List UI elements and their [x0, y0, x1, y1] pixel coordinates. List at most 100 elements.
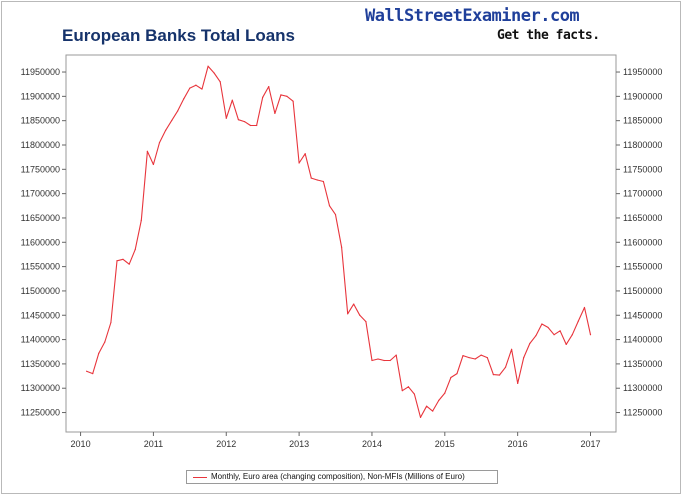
- data-point: [438, 399, 440, 401]
- data-point: [225, 117, 227, 119]
- data-point: [395, 354, 397, 356]
- data-point: [456, 373, 458, 375]
- data-point: [547, 326, 549, 329]
- data-point: [201, 88, 203, 90]
- data-point: [207, 65, 209, 67]
- data-point: [504, 366, 507, 368]
- data-point: [450, 376, 452, 379]
- data-point: [243, 121, 246, 123]
- data-point: [535, 335, 537, 337]
- data-point: [589, 334, 592, 336]
- y-axis: 11250000 11250000 11300000 11300000 11350000…: [21, 67, 663, 418]
- data-point: [432, 410, 434, 412]
- data-point: [401, 390, 403, 392]
- x-tick-label: 2013: [289, 439, 309, 449]
- y-tick-label-right: 11850000: [623, 116, 662, 126]
- data-point: [425, 405, 428, 407]
- y-tick-label-left: 11950000: [21, 67, 60, 77]
- data-point: [328, 205, 331, 207]
- y-tick-label-right: 11300000: [623, 383, 662, 393]
- y-tick-label-right: 11350000: [623, 359, 662, 369]
- data-point: [353, 303, 355, 305]
- data-point: [359, 314, 361, 316]
- y-tick-label-right: 11600000: [623, 237, 662, 247]
- data-point: [553, 334, 555, 336]
- data-point: [304, 153, 306, 155]
- series-group: [86, 65, 592, 419]
- data-point: [286, 95, 288, 97]
- y-tick-label-right: 11750000: [623, 164, 662, 174]
- y-tick-label-right: 11800000: [623, 140, 662, 150]
- data-point: [511, 348, 513, 350]
- brand-tagline: Get the facts.: [497, 28, 600, 43]
- data-point: [231, 99, 233, 101]
- data-point: [274, 112, 276, 114]
- y-tick-label-right: 11250000: [623, 408, 662, 418]
- data-point: [322, 180, 324, 183]
- data-point: [389, 359, 391, 362]
- y-tick-label-left: 11350000: [21, 359, 60, 369]
- data-point: [256, 124, 258, 127]
- y-tick-label-left: 11600000: [21, 237, 60, 247]
- data-point: [298, 162, 300, 164]
- data-point: [468, 356, 470, 359]
- data-point: [383, 359, 385, 362]
- data-point: [529, 342, 531, 345]
- data-point: [152, 163, 155, 166]
- data-point: [146, 150, 148, 152]
- data-point: [565, 343, 567, 346]
- data-point: [498, 374, 501, 376]
- data-point: [195, 84, 197, 86]
- data-point: [583, 306, 586, 309]
- data-point: [444, 392, 446, 394]
- legend-label: Monthly, Euro area (changing composition…: [211, 472, 465, 481]
- x-tick-label: 2017: [580, 439, 600, 449]
- data-point: [371, 359, 373, 362]
- data-point: [523, 356, 525, 359]
- y-tick-label-left: 11700000: [21, 189, 60, 199]
- data-point: [559, 330, 561, 332]
- data-point: [171, 120, 173, 122]
- chart-title: European Banks Total Loans: [62, 26, 296, 45]
- y-tick-label-right: 11550000: [623, 262, 662, 272]
- data-point: [164, 129, 167, 131]
- y-tick-label-left: 11900000: [21, 91, 60, 101]
- y-tick-label-right: 11700000: [623, 189, 662, 199]
- data-point: [340, 246, 343, 248]
- y-tick-label-right: 11650000: [623, 213, 662, 223]
- data-point: [268, 86, 270, 88]
- x-tick-label: 2011: [144, 439, 163, 449]
- data-point: [122, 258, 124, 260]
- data-point: [571, 334, 573, 336]
- y-tick-label-left: 11400000: [21, 335, 60, 345]
- data-point: [134, 248, 136, 251]
- brand-logo-text: WallStreetExaminer.com: [365, 6, 580, 26]
- y-tick-label-right: 11450000: [623, 310, 662, 320]
- data-point: [92, 373, 94, 375]
- y-tick-label-left: 11250000: [21, 408, 60, 418]
- data-point: [541, 323, 543, 325]
- x-tick-label: 2014: [362, 439, 382, 449]
- data-point: [486, 356, 488, 359]
- data-point: [334, 213, 337, 216]
- data-point: [377, 358, 379, 360]
- x-axis: 2010 2011 2012 2013 2014 2015 2016 2017: [71, 432, 601, 449]
- data-point: [116, 260, 118, 262]
- data-point: [310, 177, 312, 179]
- data-point: [365, 320, 367, 323]
- y-tick-label-left: 11750000: [21, 164, 60, 174]
- data-point: [262, 96, 264, 98]
- data-point: [177, 110, 179, 112]
- y-tick-label-right: 11400000: [623, 335, 662, 345]
- data-point: [189, 87, 191, 89]
- data-point: [140, 219, 142, 221]
- y-tick-label-right: 11950000: [623, 67, 662, 77]
- data-point: [249, 124, 252, 127]
- data-point: [86, 370, 88, 372]
- data-point: [280, 94, 282, 96]
- data-point: [316, 179, 318, 181]
- data-point: [480, 354, 482, 356]
- data-point: [347, 313, 349, 315]
- x-tick-label: 2012: [216, 439, 236, 449]
